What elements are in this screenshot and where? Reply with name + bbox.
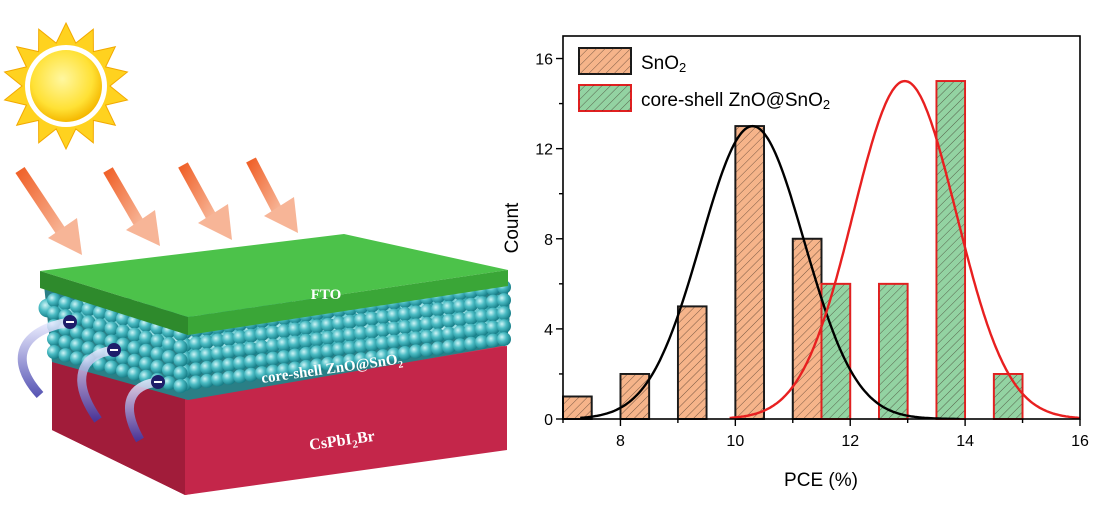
plot-frame — [562, 35, 1081, 420]
legend-entry-core-shell: core-shell ZnO@SnO2 — [578, 84, 830, 112]
x-tick-label: 12 — [841, 433, 859, 450]
legend-label-sno2: SnO2 — [641, 53, 686, 75]
light-arrows — [15, 157, 298, 255]
legend: SnO2 core-shell ZnO@SnO2 — [578, 47, 830, 112]
histogram-bar-sno2 — [562, 395, 593, 420]
light-arrow-icon — [246, 157, 298, 233]
device-schematic: FTO core-shell ZnO@SnO2 CsPbI2Br — [3, 21, 511, 495]
histogram-bar-core-shell — [820, 282, 852, 420]
x-tick-label: 8 — [616, 433, 625, 450]
y-tick-label: 0 — [544, 412, 553, 429]
histogram-bar-core-shell — [935, 80, 967, 420]
legend-entry-sno2: SnO2 — [578, 47, 686, 75]
y-axis-label: Count — [502, 202, 523, 253]
legend-label-core-shell: core-shell ZnO@SnO2 — [641, 90, 830, 112]
perovskite-layer — [52, 344, 507, 495]
x-tick-label: 14 — [956, 433, 974, 450]
light-arrow-icon — [15, 166, 82, 255]
y-tick-label: 8 — [544, 232, 553, 249]
y-tick-label: 16 — [535, 52, 553, 69]
electron-trails — [17, 315, 165, 443]
histogram-bar-sno2 — [791, 237, 823, 420]
fto-layer — [40, 234, 508, 335]
histogram-bar-core-shell — [992, 373, 1024, 420]
gaussian-fit-core-shell — [729, 79, 1080, 419]
y-tick-label: 4 — [544, 322, 553, 339]
fto-label: FTO — [311, 287, 342, 303]
y-tick-label: 12 — [535, 142, 553, 159]
light-arrow-icon — [178, 162, 232, 240]
sun-icon — [3, 21, 129, 151]
x-axis-label: PCE (%) — [784, 470, 858, 491]
x-tick-label: 16 — [1071, 433, 1089, 450]
x-tick-label: 10 — [726, 433, 744, 450]
histogram-bar-sno2 — [676, 305, 708, 420]
pce-histogram: 8 10 12 14 16 0 4 8 12 16 PCE (%) Count SnO2 core… — [502, 35, 1089, 491]
gaussian-fit-sno2 — [580, 124, 960, 419]
histogram-bar-sno2 — [734, 125, 765, 420]
light-arrow-icon — [103, 167, 160, 246]
histogram-bar-core-shell — [878, 282, 909, 420]
perovskite-label: CsPbI2Br — [308, 428, 376, 457]
